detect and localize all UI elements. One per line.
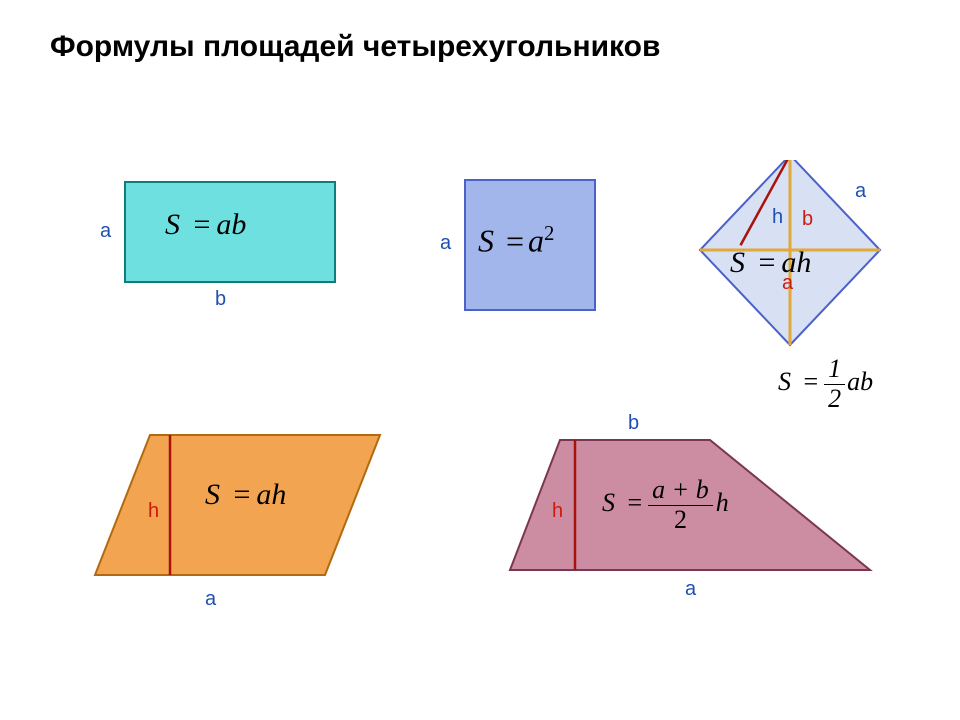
trapezoid-shape xyxy=(30,160,930,690)
trapezoid-label-b: b xyxy=(628,412,639,435)
page-title: Формулы площадей четырехугольников xyxy=(50,30,660,64)
trapezoid-label-a: a xyxy=(685,578,696,601)
diagram-canvas: a b S =ab a S =a2 a b h a S =ah S =12ab … xyxy=(30,160,930,690)
trapezoid-formula: S =a + b2h xyxy=(602,476,729,534)
trapezoid-label-h: h xyxy=(552,500,563,523)
